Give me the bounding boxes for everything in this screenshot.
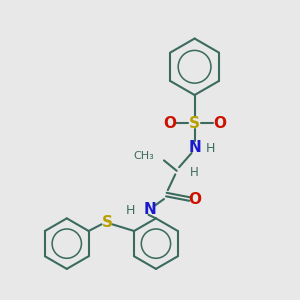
Text: H: H: [206, 142, 216, 155]
Text: O: O: [163, 116, 176, 131]
Text: H: H: [126, 204, 135, 218]
Text: S: S: [101, 215, 112, 230]
Text: N: N: [188, 140, 201, 154]
Text: O: O: [213, 116, 226, 131]
Text: N: N: [144, 202, 156, 217]
Text: S: S: [189, 116, 200, 131]
Text: H: H: [190, 166, 199, 179]
Text: CH₃: CH₃: [134, 151, 154, 161]
Text: O: O: [188, 191, 201, 206]
